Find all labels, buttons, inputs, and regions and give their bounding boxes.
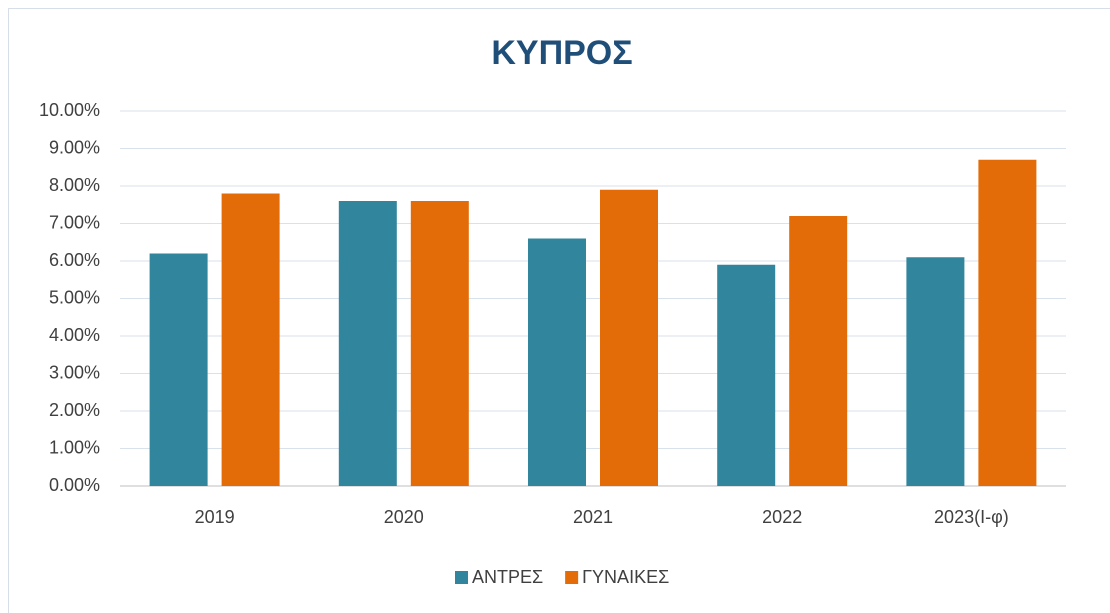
y-tick-label: 9.00% [49,137,100,157]
y-tick-label: 2.00% [49,400,100,420]
y-tick-label: 1.00% [49,437,100,457]
y-tick-label: 6.00% [49,250,100,270]
legend-label: ΑΝΤΡΕΣ [472,567,543,587]
y-tick-label: 10.00% [39,100,100,120]
bar [717,264,776,486]
bar [789,216,848,486]
legend-swatch [565,571,579,584]
y-tick-label: 3.00% [49,362,100,382]
x-tick-label: 2022 [762,507,802,527]
chart-border [8,8,1110,613]
y-tick-label: 0.00% [49,475,100,495]
legend-swatch [455,571,468,584]
x-tick-label: 2021 [573,507,613,527]
legend-label: ΓΥΝΑΙΚΕΣ [582,567,669,587]
bar [221,193,280,486]
x-tick-label: 2023(Ι-φ) [934,507,1009,527]
bar [410,201,469,486]
bar [978,159,1037,486]
y-tick-label: 5.00% [49,287,100,307]
y-tick-label: 8.00% [49,175,100,195]
y-tick-label: 7.00% [49,212,100,232]
bar [600,189,658,486]
x-tick-label: 2020 [384,507,424,527]
y-tick-label: 4.00% [49,325,100,345]
bar [906,257,965,486]
chart-title: ΚΥΠΡΟΣ [491,34,632,72]
bar [528,238,586,486]
bar [149,253,208,486]
x-tick-label: 2019 [195,507,235,527]
bar [338,201,397,486]
